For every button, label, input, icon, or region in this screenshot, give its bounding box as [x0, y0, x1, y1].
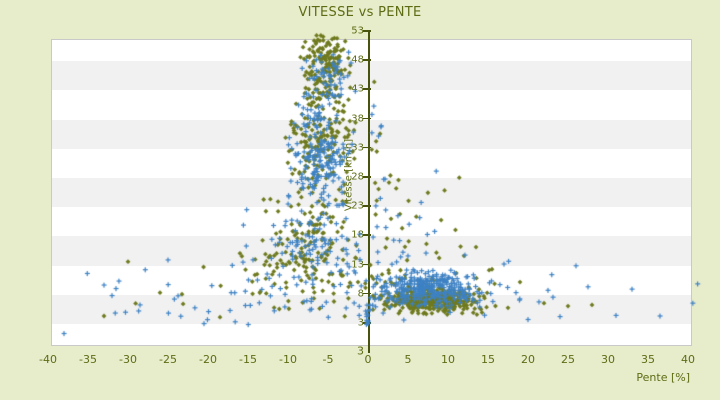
page-background: { "colors": { "page_bg": "#e7ecca", "plo…: [0, 0, 720, 400]
scatter-points-canvas: [0, 0, 720, 400]
